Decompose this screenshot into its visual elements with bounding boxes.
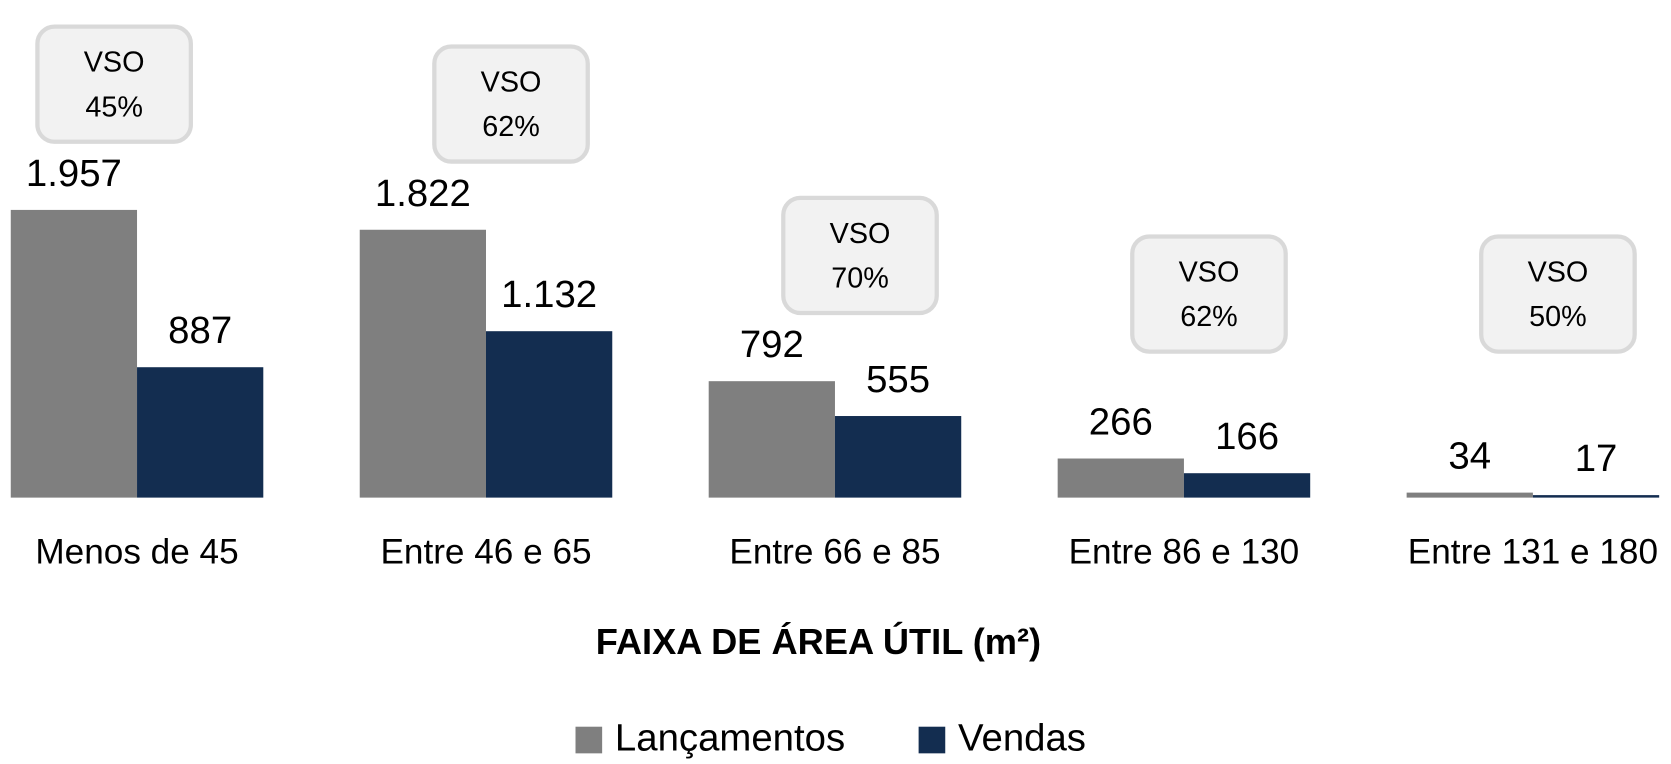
data-label: 1.132 xyxy=(501,273,597,316)
annotation: 62% xyxy=(1180,301,1238,333)
data-label: 1.957 xyxy=(26,152,122,195)
annotation: VSO xyxy=(84,47,145,79)
x-tick-label: Entre 66 e 85 xyxy=(729,532,940,571)
data-label: 1.822 xyxy=(375,172,471,215)
annotation-box xyxy=(35,24,193,144)
annotation-box xyxy=(781,195,939,316)
data-label: 34 xyxy=(1448,435,1491,478)
bar xyxy=(834,416,962,498)
x-axis-title: FAIXA DE ÁREA ÚTIL (m²) xyxy=(596,620,1041,662)
data-label: 17 xyxy=(1575,437,1618,480)
data-label: 555 xyxy=(866,358,930,401)
bar xyxy=(1532,495,1660,498)
legend-swatch xyxy=(575,726,603,754)
annotation: VSO xyxy=(1528,256,1589,288)
bar xyxy=(137,367,264,498)
bar xyxy=(708,381,835,498)
bar xyxy=(10,209,138,498)
bar xyxy=(359,229,486,498)
annotation: 62% xyxy=(482,111,540,143)
annotation: 45% xyxy=(85,91,143,123)
annotation: 70% xyxy=(831,263,889,295)
x-tick-label: Entre 86 e 130 xyxy=(1069,532,1300,571)
annotation: VSO xyxy=(1179,256,1240,288)
annotation-box xyxy=(432,44,590,164)
legend-label: Vendas xyxy=(958,717,1086,760)
bar xyxy=(1406,492,1533,498)
bar xyxy=(1183,473,1311,498)
data-label: 887 xyxy=(168,309,232,352)
annotation: VSO xyxy=(481,66,542,98)
data-label: 792 xyxy=(740,323,804,366)
x-tick-label: Menos de 45 xyxy=(35,532,238,571)
legend-label: Lançamentos xyxy=(615,717,845,760)
data-label: 166 xyxy=(1215,415,1279,458)
annotation: VSO xyxy=(830,218,891,250)
x-tick-label: Entre 46 e 65 xyxy=(380,532,591,571)
data-label: 266 xyxy=(1089,401,1153,444)
bar xyxy=(485,331,613,498)
bar xyxy=(1057,458,1184,498)
annotation-box xyxy=(1479,234,1637,354)
legend-swatch xyxy=(918,726,946,754)
annotation: 50% xyxy=(1529,301,1587,333)
x-tick-label: Entre 131 e 180 xyxy=(1408,532,1658,571)
annotation-box xyxy=(1130,234,1288,354)
